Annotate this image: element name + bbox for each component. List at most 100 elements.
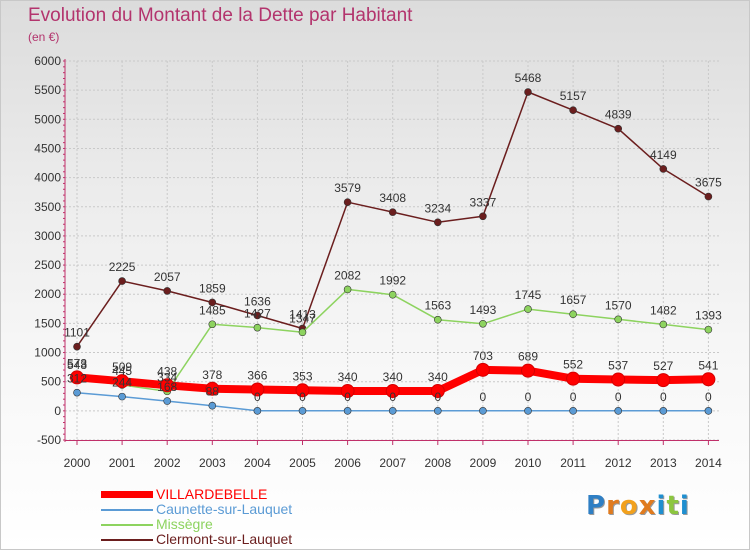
data-point	[704, 407, 713, 415]
data-point	[250, 382, 265, 397]
data-label: 445	[112, 364, 132, 378]
data-point	[569, 407, 577, 415]
data-label: 244	[112, 376, 132, 390]
data-point	[340, 384, 355, 399]
data-label: 366	[247, 369, 267, 383]
data-label-layer: 1101 2225 2057 1859 1636 1413 3579 3408 3234 3337…	[64, 71, 722, 404]
y-tick-label: 1000	[34, 346, 61, 360]
data-label: 1859	[199, 281, 226, 295]
data-label: 3337	[470, 195, 497, 209]
y-tick-label: 3000	[34, 229, 61, 243]
x-tick-label: 2000	[64, 456, 91, 470]
data-point	[298, 328, 307, 337]
legend-swatch-missegre	[101, 524, 153, 526]
data-point	[163, 287, 171, 295]
data-point	[524, 407, 532, 415]
chart-title: Evolution du Montant de la Dette par Hab…	[28, 5, 413, 26]
y-tick-label: 1500	[34, 316, 61, 330]
data-label: 573	[67, 356, 87, 370]
data-label: 378	[202, 368, 222, 382]
axis-layer: -500 0 500 1000 1500 2000 2500 3000 3500 4000 4500…	[34, 54, 722, 470]
data-point	[253, 311, 262, 320]
data-point	[343, 407, 352, 415]
legend-swatch-caunette	[101, 509, 153, 511]
data-label: 0	[570, 390, 577, 404]
data-point	[70, 370, 84, 385]
logo-letter: r	[606, 491, 620, 521]
y-tick-label: 500	[41, 375, 61, 389]
data-label: 0	[615, 390, 622, 404]
data-point	[614, 315, 623, 324]
data-point	[160, 378, 175, 393]
data-point	[343, 198, 352, 206]
legend-item-clermont[interactable]: Clermont-sur-Lauquet	[101, 531, 431, 547]
data-label: 1482	[650, 303, 677, 317]
x-tick-label: 2002	[154, 456, 181, 470]
data-label: 2082	[334, 268, 361, 282]
data-label: 88	[206, 385, 220, 399]
legend-item-villardebelle[interactable]: VILLARDEBELLE	[101, 486, 431, 502]
data-label: 548	[67, 358, 87, 372]
logo-letter: o	[619, 491, 639, 521]
data-point	[569, 106, 577, 114]
x-tick-label: 2008	[424, 456, 451, 470]
data-point	[524, 305, 532, 313]
data-label: 1427	[244, 307, 271, 321]
data-point	[566, 371, 581, 386]
data-label: 509	[112, 360, 132, 374]
x-tick-label: 2001	[109, 456, 136, 470]
data-point	[659, 320, 668, 329]
data-point	[295, 383, 310, 398]
data-point	[704, 192, 713, 201]
y-tick-label: -500	[37, 433, 61, 447]
data-point	[253, 323, 262, 332]
legend-item-caunette[interactable]: Caunette-sur-Lauquet	[101, 501, 431, 517]
data-label: 312	[67, 372, 87, 386]
data-label: 1745	[515, 288, 542, 302]
x-tick-label: 2007	[379, 456, 406, 470]
chart-subtitle: (en €)	[28, 30, 60, 44]
series-clermont-sur-lauquet	[73, 88, 713, 351]
data-label: 340	[383, 370, 403, 384]
data-label: 0	[660, 390, 667, 404]
y-tick-label: 5000	[34, 112, 61, 126]
y-tick-label: 0	[54, 404, 61, 418]
data-point	[118, 392, 126, 401]
data-point	[118, 277, 126, 285]
proxiti-logo: Proxiti	[586, 491, 690, 521]
x-tick-label: 2014	[695, 456, 722, 470]
data-label: 1493	[470, 303, 497, 317]
data-label: 0	[480, 390, 487, 404]
data-point	[343, 285, 352, 294]
data-label: 689	[518, 350, 538, 364]
legend-item-missegre[interactable]: Missègre	[101, 516, 431, 532]
data-label: 0	[299, 390, 306, 404]
data-label: 541	[698, 358, 718, 372]
logo-letter: P	[586, 491, 607, 521]
data-point	[385, 384, 400, 399]
data-label: 438	[157, 364, 177, 378]
data-label: 4839	[605, 108, 632, 122]
data-label: 537	[608, 359, 628, 373]
data-point	[659, 165, 668, 173]
data-label: 2225	[109, 260, 136, 274]
data-point	[701, 372, 716, 387]
data-point	[704, 325, 713, 334]
data-point	[433, 407, 442, 415]
data-label: 0	[389, 390, 396, 404]
data-label: 1393	[695, 309, 722, 323]
data-label: 1413	[289, 307, 316, 321]
data-label: 4149	[650, 148, 677, 162]
data-label: 527	[653, 359, 673, 373]
data-point	[388, 208, 397, 216]
logo-letter: t	[666, 491, 680, 521]
x-tick-label: 2009	[470, 456, 497, 470]
legend-swatch-clermont	[101, 539, 153, 541]
data-label: 3675	[695, 176, 722, 190]
series-caunette-sur-lauquet	[73, 388, 713, 415]
y-tick-label: 2500	[34, 258, 61, 272]
series-layer	[70, 88, 716, 415]
data-label: 1101	[64, 326, 90, 340]
data-label: 5468	[515, 71, 542, 85]
data-label: 1657	[560, 293, 587, 307]
